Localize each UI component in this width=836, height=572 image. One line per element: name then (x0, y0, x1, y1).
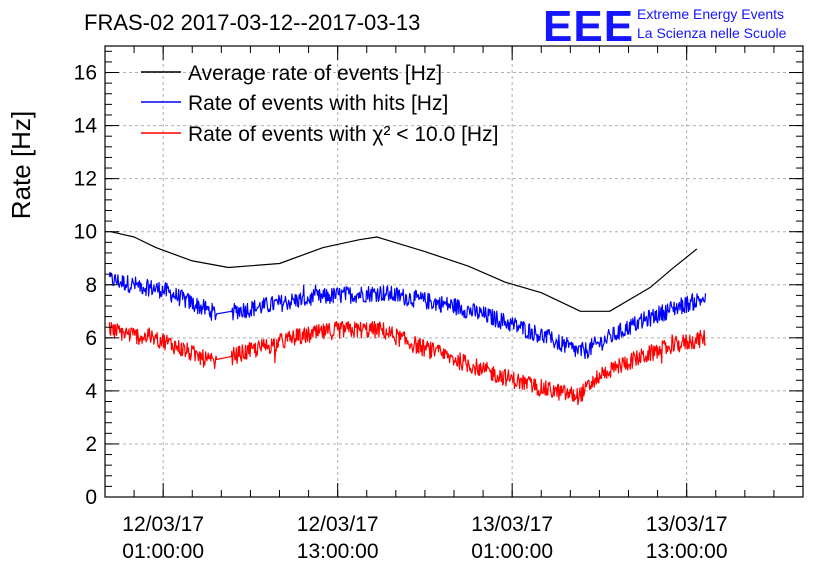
y-tick-label: 14 (74, 115, 98, 138)
legend: Average rate of events [Hz] Rate of event… (141, 62, 498, 146)
y-tick-label: 10 (74, 221, 97, 244)
x-tick-label-date: 12/03/17 (122, 513, 204, 536)
series-line-3 (108, 320, 707, 406)
axis-ticks: 0 2 4 6 8 10 12 14 16 12/03/17 01:00:00 12/03/17 13:… (74, 46, 804, 563)
y-tick-label: 16 (74, 62, 97, 85)
eee-logo: EEE Extreme Energy Events La Scienza nel… (543, 2, 787, 51)
grid (105, 46, 803, 497)
y-tick-label: 12 (74, 168, 97, 191)
x-tick-label-time: 01:00:00 (122, 540, 204, 563)
series-line-1 (110, 231, 698, 312)
x-tick-label-date: 12/03/17 (297, 513, 379, 536)
logo-line-2: La Scienza nelle Scuole (637, 25, 787, 41)
y-tick-label: 6 (85, 327, 97, 350)
legend-label-1: Average rate of events [Hz] (188, 62, 442, 85)
x-tick-label-date: 13/03/17 (646, 513, 728, 536)
series-line-2 (108, 271, 707, 360)
legend-label-2: Rate of events with hits [Hz] (188, 92, 448, 115)
logo-mark: EEE (543, 2, 634, 51)
chart-title: FRAS-02 2017-03-12--2017-03-13 (84, 10, 420, 35)
y-axis-label: Rate [Hz] (6, 111, 36, 219)
y-tick-label: 0 (85, 486, 97, 509)
x-tick-label-time: 13:00:00 (646, 540, 728, 563)
legend-label-3: Rate of events with χ² < 10.0 [Hz] (188, 123, 498, 146)
y-tick-label: 2 (85, 433, 97, 456)
x-tick-label-date: 13/03/17 (471, 513, 553, 536)
x-tick-label-time: 13:00:00 (297, 540, 379, 563)
logo-line-1: Extreme Energy Events (637, 6, 784, 22)
y-tick-label: 8 (85, 274, 97, 297)
y-tick-label: 4 (85, 380, 97, 403)
x-tick-label-time: 01:00:00 (471, 540, 553, 563)
data-series (108, 231, 707, 406)
